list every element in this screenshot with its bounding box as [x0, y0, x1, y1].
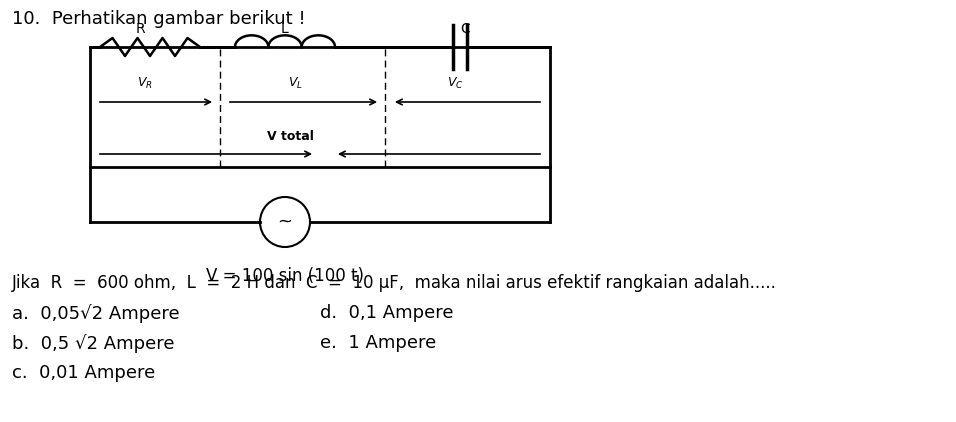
Text: b.  0,5 √2 Ampere: b. 0,5 √2 Ampere [12, 334, 175, 353]
Text: a.  0,05√2 Ampere: a. 0,05√2 Ampere [12, 304, 180, 323]
Text: V total: V total [267, 130, 314, 143]
Text: $V_R$: $V_R$ [137, 76, 153, 91]
Text: V = 100 sin (100 t): V = 100 sin (100 t) [206, 267, 364, 285]
Text: e.  1 Ampere: e. 1 Ampere [320, 334, 436, 352]
Text: L: L [281, 22, 289, 36]
Text: 10.  Perhatikan gambar berikut !: 10. Perhatikan gambar berikut ! [12, 10, 306, 28]
Text: ~: ~ [277, 213, 293, 231]
Text: C: C [460, 22, 470, 36]
Text: c.  0,01 Ampere: c. 0,01 Ampere [12, 364, 155, 382]
Text: R: R [135, 22, 144, 36]
Text: d.  0,1 Ampere: d. 0,1 Ampere [320, 304, 453, 322]
Text: Jika  R  =  600 ohm,  L  =  2 H dan  C  =  10 μF,  maka nilai arus efektif rangk: Jika R = 600 ohm, L = 2 H dan C = 10 μF,… [12, 274, 777, 292]
Text: $V_C$: $V_C$ [446, 76, 464, 91]
Text: $V_L$: $V_L$ [288, 76, 302, 91]
